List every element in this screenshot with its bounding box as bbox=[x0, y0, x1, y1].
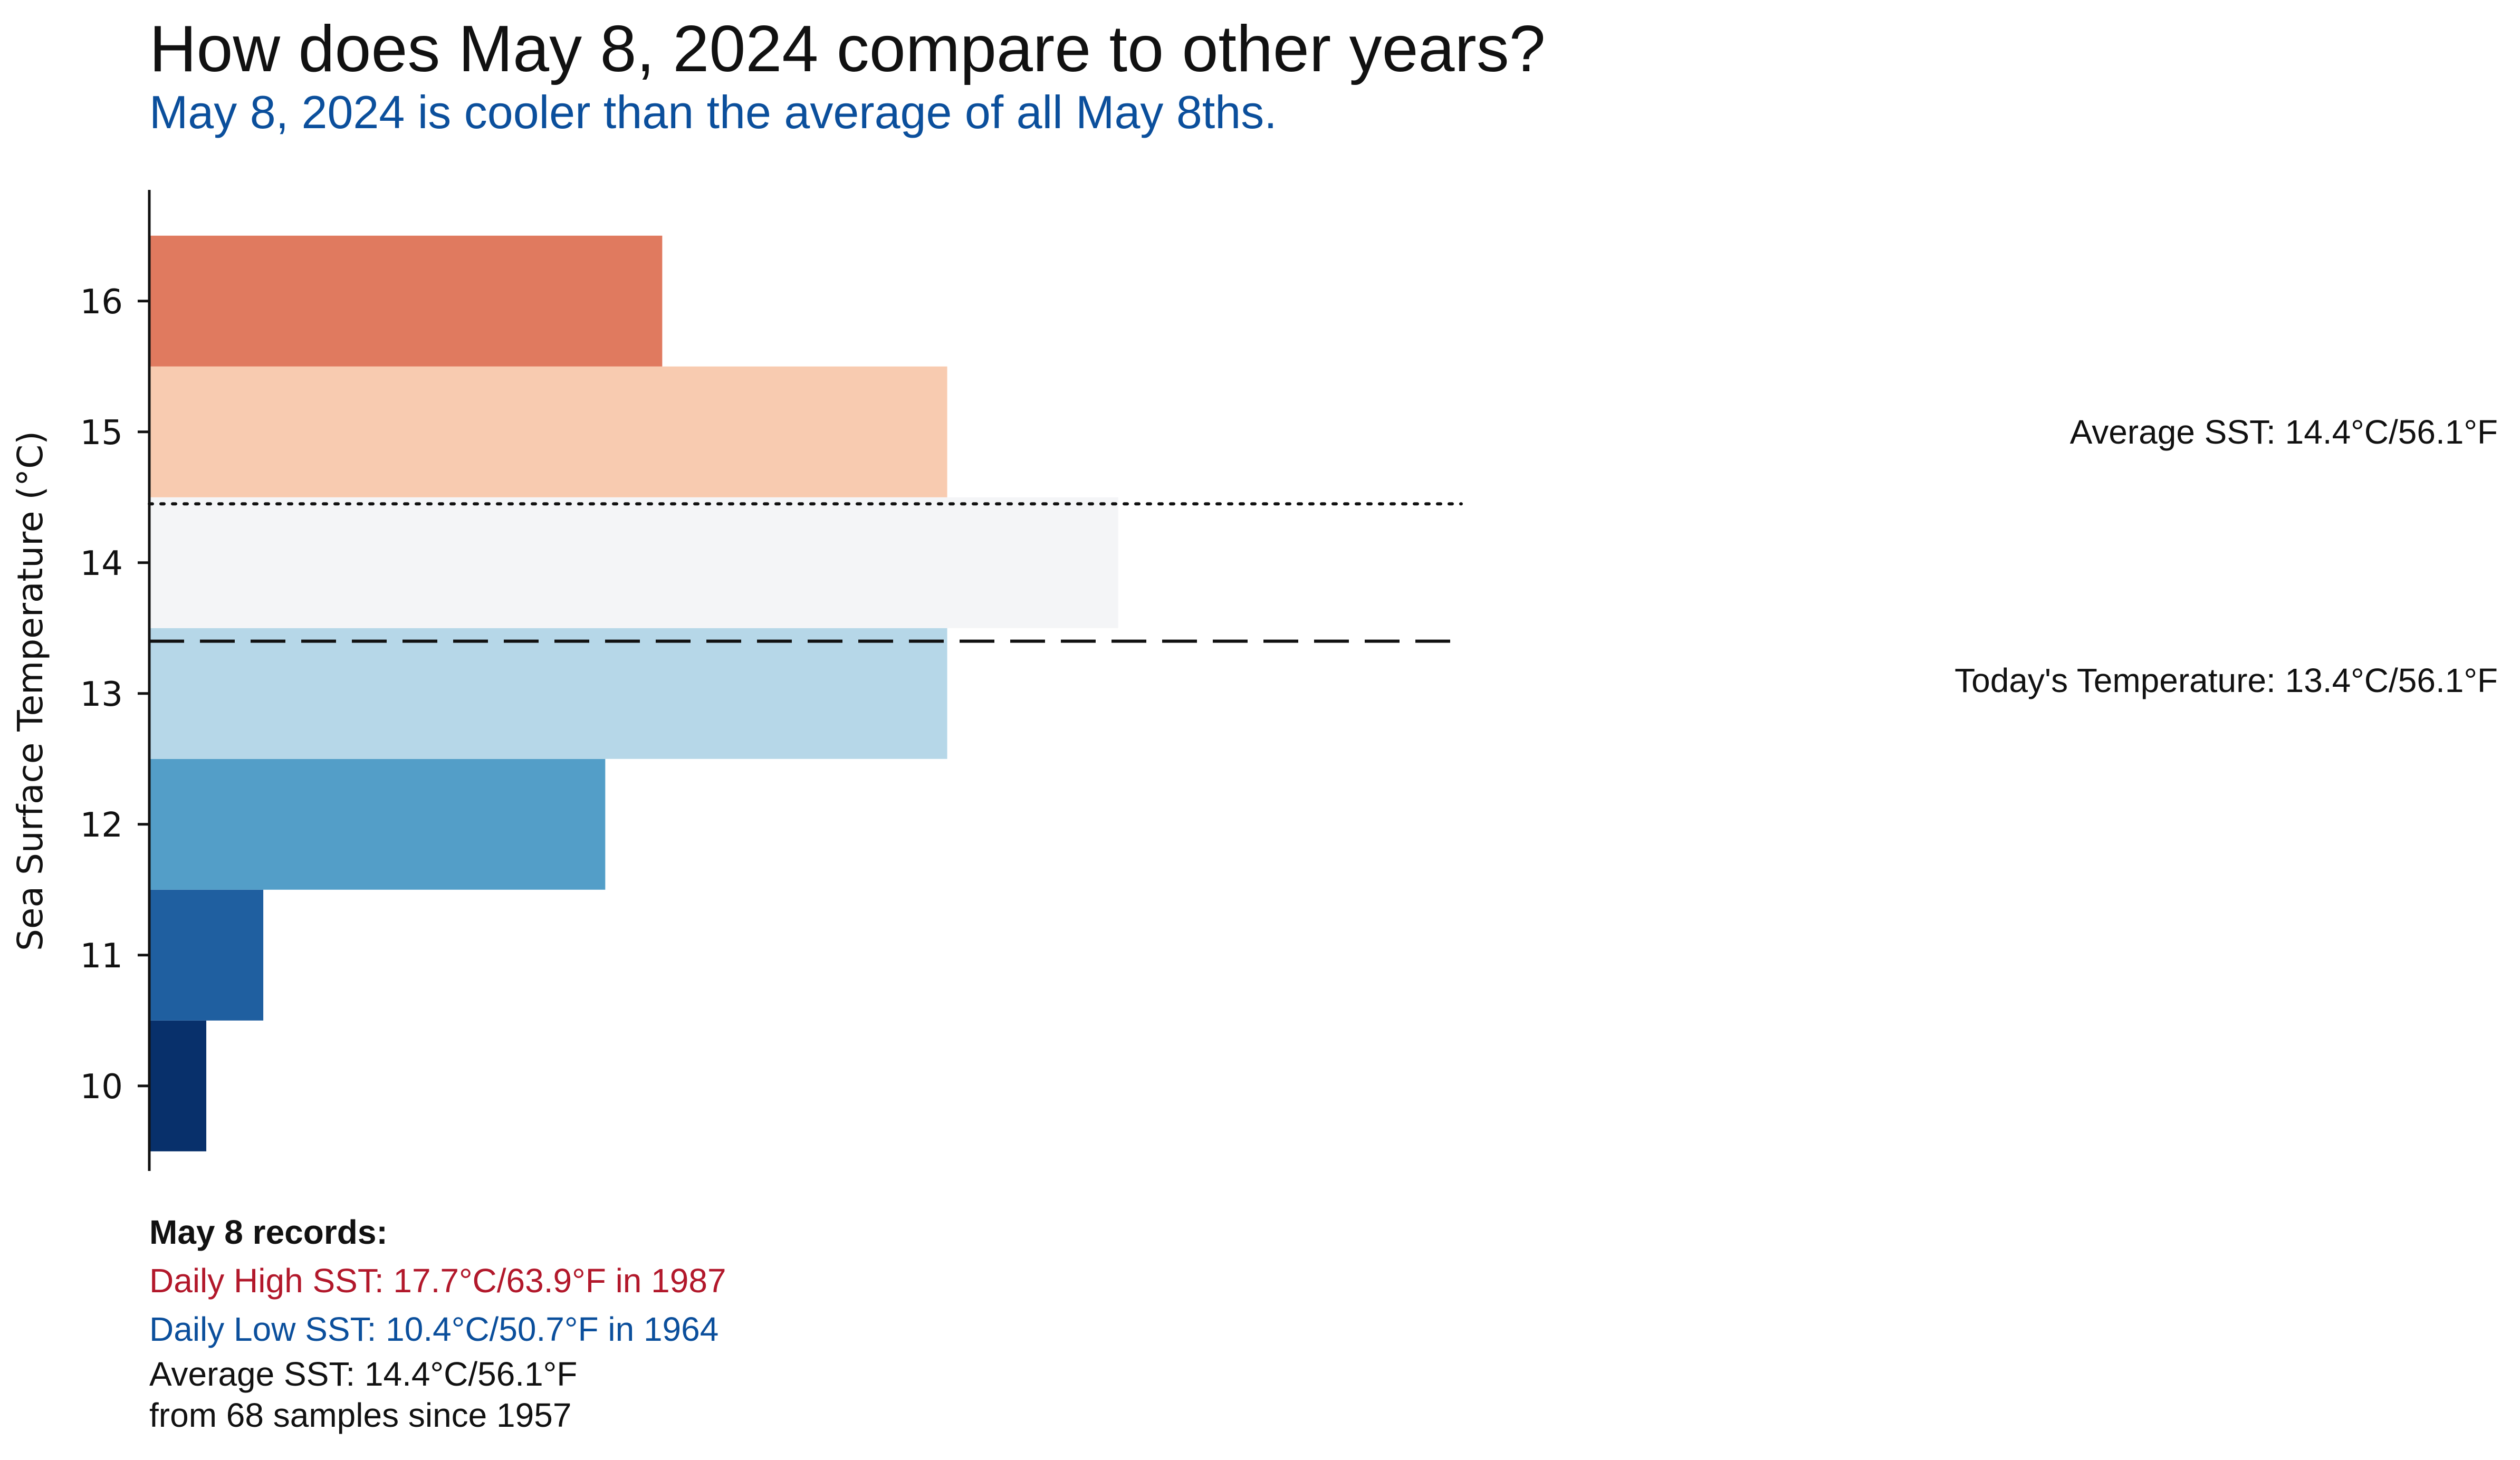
average-line-label: Average SST: 14.4°C/56.1°F bbox=[2070, 413, 2498, 451]
today-line-label: Today's Temperature: 13.4°C/56.1°F bbox=[1954, 661, 2498, 699]
records-heading: May 8 records: bbox=[149, 1213, 388, 1251]
record-high: Daily High SST: 17.7°C/63.9°F in 1987 bbox=[149, 1262, 726, 1300]
bar-16 bbox=[149, 235, 663, 367]
bar-12 bbox=[149, 758, 606, 890]
record-average: Average SST: 14.4°C/56.1°F bbox=[149, 1355, 578, 1393]
bar-10 bbox=[149, 1020, 207, 1151]
y-tick-label: 12 bbox=[80, 806, 123, 845]
chart-title: How does May 8, 2024 compare to other ye… bbox=[149, 13, 1546, 85]
y-tick-label: 14 bbox=[80, 544, 123, 583]
records-panel: May 8 records: Daily High SST: 17.7°C/63… bbox=[149, 1208, 726, 1436]
y-tick-label: 15 bbox=[80, 414, 123, 453]
bar-13 bbox=[149, 628, 947, 759]
y-tick-label: 11 bbox=[80, 937, 123, 976]
y-tick-label: 13 bbox=[80, 675, 123, 714]
bar-11 bbox=[149, 889, 264, 1021]
y-axis-label: Sea Surface Temperature (°C) bbox=[10, 431, 51, 951]
record-samples: from 68 samples since 1957 bbox=[149, 1396, 572, 1434]
record-low: Daily Low SST: 10.4°C/50.7°F in 1964 bbox=[149, 1310, 719, 1348]
y-tick-label: 10 bbox=[80, 1068, 123, 1107]
bar-14 bbox=[149, 497, 1118, 628]
y-tick-label: 16 bbox=[80, 283, 123, 322]
bar-15 bbox=[149, 366, 947, 497]
chart-subtitle: May 8, 2024 is cooler than the average o… bbox=[149, 86, 1277, 138]
